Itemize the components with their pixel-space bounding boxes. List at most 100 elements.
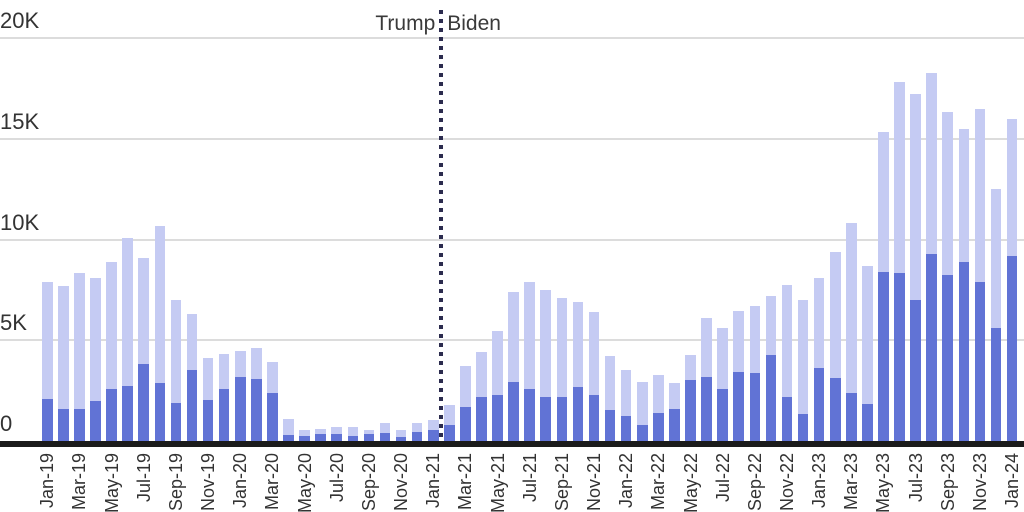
- y-tick-label-0: 0: [0, 411, 13, 436]
- x-tick-label-May-22: May-22: [680, 453, 701, 512]
- bar-top-segment-Oct-19: [186, 314, 198, 371]
- bar-top-segment-Sep-22: [749, 305, 761, 374]
- bar-top-segment-Jun-23: [894, 82, 905, 273]
- bar-top-segment-Mar-21: [460, 366, 471, 407]
- x-tick-label-Nov-19: Nov-19: [198, 453, 219, 512]
- bar-bottom-segment-Jan-20: [234, 376, 246, 441]
- bar-bottom-segment-Apr-19: [90, 400, 101, 441]
- bar-top-segment-Sep-21: [556, 297, 568, 397]
- bar-top-segment-Dec-23: [990, 189, 1002, 329]
- bar-bottom-segment-Apr-23: [862, 403, 873, 441]
- x-tick-label-Sep-19: Sep-19: [165, 453, 186, 512]
- bar-top-segment-Feb-21: [444, 404, 455, 425]
- bar-top-segment-Dec-22: [797, 299, 809, 414]
- bar-bottom-segment-Jun-22: [701, 376, 712, 441]
- bar-top-segment-Oct-20: [379, 422, 391, 433]
- x-tick-label-Jan-21: Jan-21: [423, 453, 444, 509]
- annotation-biden: Biden: [447, 12, 501, 35]
- x-tick-label-Mar-22: Mar-22: [648, 453, 669, 511]
- x-tick-label-Jul-21: Jul-21: [519, 453, 540, 503]
- bar-bottom-segment-Feb-22: [636, 424, 648, 441]
- bar-top-segment-Nov-22: [781, 284, 793, 397]
- bar-bottom-segment-Nov-22: [781, 396, 793, 441]
- bar-top-segment-Oct-21: [572, 301, 584, 387]
- annotation-trump: Trump: [375, 12, 436, 35]
- bar-top-segment-Mar-19: [74, 272, 85, 409]
- bar-bottom-segment-Sep-21: [556, 396, 568, 441]
- bar-bottom-segment-Jul-23: [910, 299, 921, 441]
- bar-top-segment-Apr-19: [90, 277, 101, 401]
- bar-bottom-segment-Dec-19: [218, 388, 230, 441]
- bar-top-segment-Aug-20: [347, 426, 359, 436]
- bar-top-segment-Nov-19: [202, 358, 214, 400]
- x-tick-label-Jan-20: Jan-20: [230, 453, 251, 509]
- x-tick-label-May-23: May-23: [873, 453, 894, 512]
- bar-bottom-segment-Sep-19: [170, 402, 182, 441]
- bar-top-segment-Mar-20: [267, 362, 278, 393]
- bar-bottom-segment-Mar-21: [460, 406, 471, 441]
- bar-bottom-segment-Nov-23: [974, 281, 986, 441]
- bar-bottom-segment-Aug-20: [347, 435, 359, 441]
- bar-bottom-segment-Dec-23: [990, 328, 1002, 441]
- term-divider-dotted-line: [439, 10, 444, 441]
- bar-top-segment-Feb-20: [251, 348, 262, 379]
- bar-top-segment-Jun-20: [315, 428, 326, 434]
- bar-top-segment-Jan-21: [427, 419, 439, 430]
- bar-bottom-segment-Jul-21: [524, 388, 535, 441]
- bar-bottom-segment-Jan-19: [42, 398, 53, 441]
- bar-top-segment-Jul-19: [138, 257, 150, 365]
- bar-bottom-segment-May-19: [106, 388, 117, 441]
- x-tick-label-Jul-23: Jul-23: [905, 453, 926, 503]
- bar-top-segment-May-22: [685, 355, 696, 380]
- bar-bottom-segment-Dec-20: [411, 431, 423, 441]
- bar-bottom-segment-Oct-23: [958, 261, 970, 441]
- bar-top-segment-Aug-23: [926, 73, 937, 254]
- x-tick-label-Sep-23: Sep-23: [937, 453, 958, 512]
- bar-top-segment-Apr-21: [476, 352, 487, 397]
- bar-top-segment-Dec-20: [411, 422, 423, 432]
- bar-bottom-segment-Oct-22: [765, 355, 777, 441]
- bar-top-segment-Dec-19: [218, 354, 230, 389]
- gridline-15K: [0, 137, 1024, 140]
- x-tick-label-Mar-20: Mar-20: [262, 453, 283, 511]
- bar-bottom-segment-Feb-23: [829, 377, 841, 441]
- bar-top-segment-Sep-23: [942, 111, 954, 275]
- bar-top-segment-Feb-19: [58, 285, 69, 409]
- bar-top-segment-Mar-23: [846, 223, 857, 393]
- bar-bottom-segment-May-22: [685, 379, 696, 441]
- bar-bottom-segment-Feb-20: [251, 378, 262, 441]
- x-tick-label-Mar-21: Mar-21: [455, 453, 476, 511]
- bar-bottom-segment-Dec-21: [604, 409, 616, 441]
- bar-top-segment-Jul-23: [910, 94, 921, 300]
- y-tick-label-10K: 10K: [0, 209, 40, 235]
- x-tick-label-Jan-23: Jan-23: [809, 453, 830, 509]
- bar-top-segment-Nov-21: [588, 312, 600, 395]
- x-tick-label-Sep-21: Sep-21: [551, 453, 572, 512]
- y-tick-label-20K: 20K: [0, 8, 40, 33]
- bar-top-segment-Feb-23: [829, 251, 841, 378]
- bar-bottom-segment-Jul-19: [138, 364, 150, 441]
- bar-bottom-segment-Apr-21: [476, 396, 487, 441]
- gridline-20K: [0, 37, 1024, 39]
- bar-bottom-segment-Mar-23: [846, 392, 857, 441]
- bar-top-segment-Jun-19: [122, 238, 133, 386]
- x-axis-line: [0, 441, 1024, 447]
- x-tick-label-Jul-20: Jul-20: [326, 453, 347, 503]
- y-tick-label-5K: 5K: [0, 310, 27, 336]
- bar-top-segment-Apr-23: [862, 265, 873, 404]
- x-tick-label-Jan-19: Jan-19: [37, 453, 58, 509]
- bar-top-segment-Jan-24: [1006, 118, 1018, 256]
- bar-bottom-segment-Feb-19: [58, 408, 69, 441]
- bar-top-segment-Jul-21: [524, 281, 535, 389]
- bar-bottom-segment-Jan-22: [620, 415, 632, 441]
- bar-bottom-segment-Feb-21: [444, 424, 455, 441]
- bar-bottom-segment-Mar-20: [267, 392, 278, 441]
- bar-bottom-segment-Jun-20: [315, 433, 326, 441]
- bar-top-segment-Oct-23: [958, 128, 970, 262]
- bar-bottom-segment-Oct-19: [186, 370, 198, 441]
- bar-top-segment-May-23: [878, 131, 889, 272]
- bar-bottom-segment-Sep-20: [363, 433, 375, 441]
- bar-bottom-segment-Jul-20: [331, 433, 343, 441]
- bar-bottom-segment-Aug-21: [540, 396, 552, 441]
